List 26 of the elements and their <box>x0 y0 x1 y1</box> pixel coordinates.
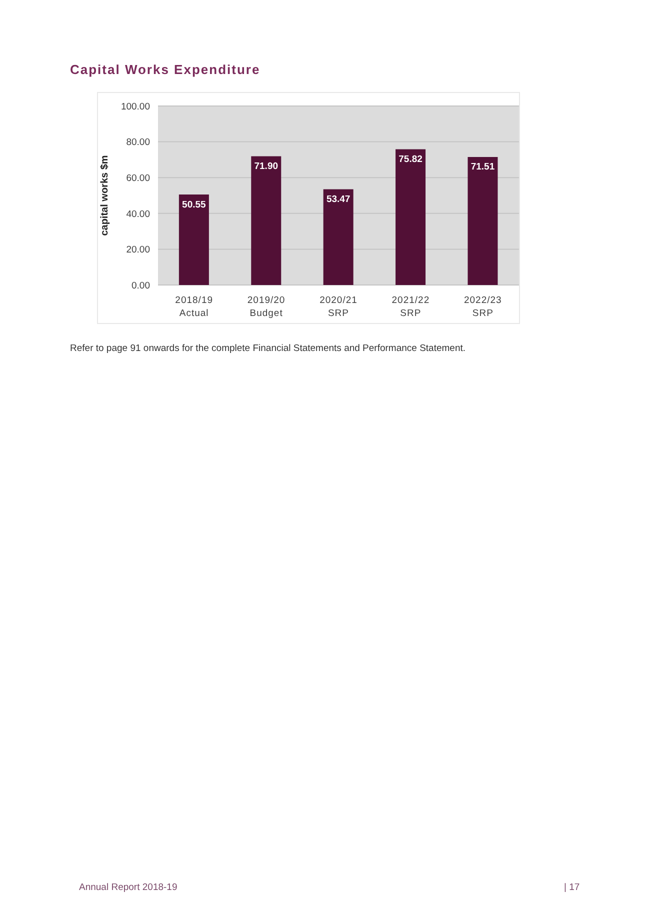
y-tick-label: 0.00 <box>132 280 150 292</box>
x-tick-label: 2022/23 SRP <box>464 295 502 319</box>
bar <box>468 156 498 285</box>
x-tick-label: 2021/22 SRP <box>392 295 430 319</box>
y-axis-title: capital works $m <box>100 155 111 236</box>
bar <box>251 156 282 285</box>
bar <box>178 194 209 285</box>
data-label: 50.55 <box>182 199 207 210</box>
y-tick-label: 60.00 <box>126 172 150 184</box>
y-tick-label: 100.00 <box>120 101 150 112</box>
data-label: 53.47 <box>326 194 350 206</box>
chart-title: Capital Works Expenditure <box>70 62 260 77</box>
y-tick-label: 80.00 <box>126 137 150 148</box>
bar <box>396 149 426 285</box>
bar <box>323 189 354 285</box>
data-label: 71.51 <box>470 162 496 173</box>
x-tick-label: 2019/20 Budget <box>247 295 286 319</box>
text: | 17 <box>564 882 580 893</box>
data-label: 71.90 <box>254 161 278 172</box>
y-tick-label: 40.00 <box>126 208 150 220</box>
x-tick-label: 2020/21 SRP <box>320 295 358 319</box>
y-tick-label: 20.00 <box>126 244 150 256</box>
x-tick-label: 2018/19 Actual <box>175 295 214 319</box>
data-label: 75.82 <box>398 154 422 166</box>
text: Annual Report 2018-19 <box>79 882 178 893</box>
text: Refer to page 91 onwards for the complete Financial Statements and Performance Statement. <box>70 343 466 354</box>
